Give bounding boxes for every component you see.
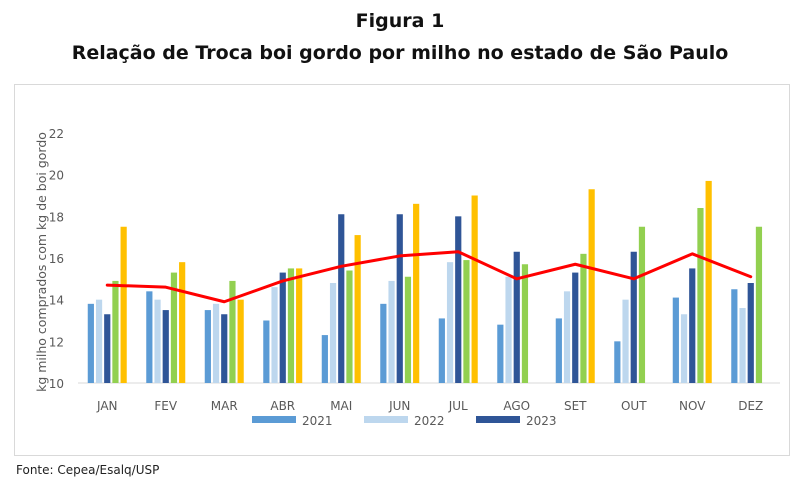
figure-label: Figura 1: [355, 10, 445, 32]
bar-2022-jul: [446, 262, 454, 383]
x-tick-label: NOV: [679, 399, 706, 413]
bar-2021-jun: [380, 303, 387, 383]
legend-label-2021: 2021: [302, 414, 333, 428]
bar-2022-mar: [212, 303, 220, 383]
bar-2023-jun: [396, 214, 403, 383]
bar-2021-nov: [672, 297, 679, 383]
bar-2023-jan: [104, 314, 111, 383]
bar-series-5-mar: [237, 299, 244, 383]
bar-2023-abr: [279, 272, 286, 383]
chart-title: Relação de Troca boi gordo por milho no …: [71, 42, 729, 64]
bar-2022-nov: [680, 314, 688, 383]
y-tick-label: 12: [49, 335, 64, 349]
bar-series-4-mar: [229, 280, 236, 383]
bar-2022-fev: [154, 299, 161, 383]
bar-2023-mai: [338, 214, 345, 383]
legend-swatch-2022: [364, 416, 408, 423]
legend-label-2022: 2022: [414, 414, 445, 428]
bar-2021-mar: [204, 310, 211, 383]
bar-series-4-mai: [346, 270, 353, 383]
bar-2023-set: [572, 272, 579, 383]
bar-2021-ago: [497, 324, 504, 383]
bar-series-4-nov: [697, 208, 704, 383]
x-tick-label: FEV: [154, 399, 177, 413]
bar-2023-ago: [513, 251, 520, 383]
bar-series-4-out: [638, 226, 646, 383]
y-tick-label: 20: [49, 169, 64, 183]
bar-series-4-jul: [463, 260, 470, 383]
bar-2022-jun: [388, 280, 395, 383]
bar-series-5-abr: [296, 268, 303, 383]
bar-2023-jul: [455, 216, 462, 383]
x-tick-label: OUT: [621, 399, 647, 413]
bar-2021-jan: [87, 303, 94, 383]
bar-2023-nov: [689, 268, 696, 383]
bar-2022-set: [563, 291, 571, 383]
bar-series-4-ago: [521, 264, 529, 383]
bar-2021-dez: [731, 289, 738, 383]
average-line: [105, 250, 753, 304]
legend-swatch-2023: [476, 416, 520, 423]
x-tick-label: MAR: [211, 399, 238, 413]
x-tick-label: AGO: [503, 399, 530, 413]
bar-series-5-jan: [120, 226, 127, 383]
bar-2022-mai: [329, 283, 337, 383]
y-tick-label: 10: [49, 377, 64, 391]
y-tick-label: 14: [49, 294, 64, 308]
bar-2023-fev: [162, 310, 169, 383]
bar-2022-dez: [739, 308, 746, 383]
x-tick-label: JAN: [96, 399, 118, 413]
bar-series-5-nov: [705, 180, 712, 383]
bar-series-5-fev: [179, 262, 186, 383]
bar-2022-abr: [271, 287, 278, 383]
bar-series-5-jun: [413, 203, 420, 383]
bar-2021-mai: [321, 335, 328, 383]
bar-series-5-set: [588, 189, 595, 383]
bar-series-4-fev: [170, 272, 178, 383]
bar-2022-out: [622, 299, 629, 383]
bar-2023-out: [630, 251, 637, 383]
bar-series-5-jul: [471, 195, 478, 383]
bar-2022-jan: [95, 299, 103, 383]
bar-series-5-mai: [354, 235, 361, 383]
bar-2023-mar: [221, 314, 228, 383]
bar-series-4-dez: [755, 226, 763, 383]
bar-2021-set: [555, 318, 562, 383]
y-tick-label: 22: [49, 127, 64, 141]
source-note: Fonte: Cepea/Esalq/USP: [16, 463, 160, 477]
y-tick-label: 16: [49, 252, 64, 266]
legend-label-2023: 2023: [526, 414, 557, 428]
y-axis-label: kg milho comprados com kg de boi gordo: [34, 132, 49, 392]
x-tick-label: JUL: [448, 399, 468, 413]
x-tick-label: JUN: [388, 399, 410, 413]
bar-2023-dez: [747, 283, 754, 383]
x-tick-label: ABR: [270, 399, 295, 413]
bar-2021-jul: [438, 318, 445, 383]
x-tick-label: DEZ: [738, 399, 763, 413]
bar-2021-out: [614, 341, 621, 383]
x-tick-label: SET: [564, 399, 587, 413]
bar-series-4-set: [580, 253, 587, 383]
x-tick-label: MAI: [330, 399, 352, 413]
bar-series-4-abr: [287, 268, 295, 383]
bar-series-4-jun: [404, 276, 412, 383]
bar-series-4-jan: [112, 280, 119, 383]
bar-2022-ago: [505, 276, 512, 383]
bar-2021-fev: [146, 291, 153, 383]
legend-swatch-2021: [252, 416, 296, 423]
y-tick-label: 18: [49, 210, 64, 224]
bar-2021-abr: [263, 320, 270, 383]
